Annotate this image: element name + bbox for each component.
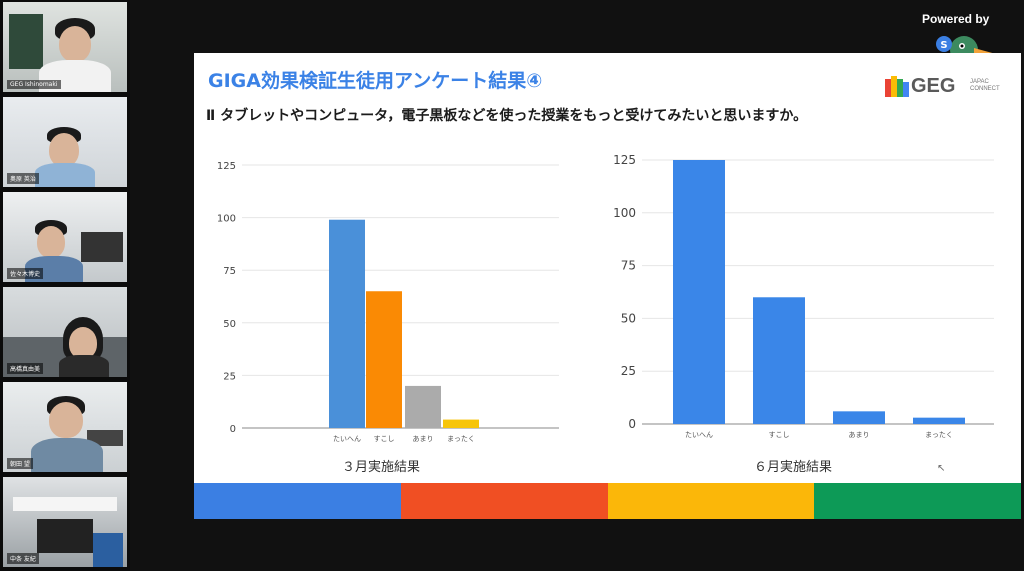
y-tick-label: 50 <box>621 311 636 325</box>
y-tick-label: 75 <box>223 266 236 277</box>
participant-sidebar: GEG Ishinomaki 奥原 英治 佐々木博史 高橋真由美 朝田 望 <box>0 0 130 571</box>
color-bar-blue <box>194 483 401 519</box>
participant-name: GEG Ishinomaki <box>7 80 61 89</box>
color-bar-green <box>814 483 1021 519</box>
participant-tile[interactable]: 佐々木博史 <box>3 192 127 282</box>
decorative-color-bar <box>194 483 1021 519</box>
chart-title-june: ６月実施結果 <box>754 460 833 475</box>
x-tick-label: たいへん <box>685 431 713 439</box>
participant-name: 朝田 望 <box>7 458 33 469</box>
participant-name: 中条 友紀 <box>7 553 39 564</box>
x-tick-label: たいへん <box>333 435 361 443</box>
y-tick-label: 0 <box>230 424 236 435</box>
bar <box>833 411 885 424</box>
bar <box>443 419 479 428</box>
participant-tile[interactable]: 中条 友紀 <box>3 477 127 567</box>
participant-tile[interactable]: 高橋真由美 <box>3 287 127 377</box>
powered-by-label: Powered by <box>922 12 990 26</box>
participant-name: 奥原 英治 <box>7 173 39 184</box>
logo-text: GEG <box>911 75 956 97</box>
color-bar-yellow <box>607 483 815 519</box>
y-tick-label: 75 <box>621 259 636 273</box>
color-bar-red <box>400 483 608 519</box>
y-tick-label: 25 <box>223 371 236 382</box>
y-tick-label: 25 <box>621 364 636 378</box>
chart-title-march: ３月実施結果 <box>342 460 421 475</box>
book-logo-icon <box>885 76 909 97</box>
x-tick-label: すこし <box>374 435 395 443</box>
x-tick-label: あまり <box>413 435 434 443</box>
bar <box>913 417 965 424</box>
svg-text:S: S <box>940 40 947 51</box>
bar <box>366 291 402 428</box>
y-tick-label: 100 <box>613 206 636 220</box>
x-tick-label: まったく <box>925 431 953 439</box>
bar <box>405 385 441 428</box>
bar <box>753 297 805 424</box>
bar <box>673 160 725 424</box>
y-tick-label: 100 <box>217 214 236 225</box>
slide-title: GIGA効果検証生徒用アンケート結果④ <box>208 70 543 92</box>
participant-tile[interactable]: GEG Ishinomaki <box>3 2 127 92</box>
y-tick-label: 125 <box>613 153 636 167</box>
participant-name: 佐々木博史 <box>7 268 44 279</box>
participant-tile[interactable]: 朝田 望 <box>3 382 127 472</box>
bar <box>329 219 365 428</box>
x-tick-label: まったく <box>447 435 475 443</box>
presentation-slide: GIGA効果検証生徒用アンケート結果④ Ⅱ タブレットやコンピュータ，電子黒板な… <box>194 53 1021 519</box>
participant-name: 高橋真由美 <box>7 363 44 374</box>
geg-logo: GEG JAPAC CONNECT <box>884 61 1014 101</box>
logo-small-text-1: JAPAC <box>970 79 989 85</box>
y-tick-label: 50 <box>223 319 236 330</box>
survey-question: Ⅱ タブレットやコンピュータ，電子黒板などを使った授業をもっと受けてみたいと思い… <box>206 108 808 124</box>
y-tick-label: 0 <box>628 417 636 431</box>
x-tick-label: あまり <box>849 431 870 439</box>
x-tick-label: すこし <box>769 431 790 439</box>
mouse-cursor-icon: ↖ <box>937 463 946 474</box>
participant-tile[interactable]: 奥原 英治 <box>3 97 127 187</box>
y-tick-label: 125 <box>217 161 236 172</box>
logo-small-text-2: CONNECT <box>970 86 1000 92</box>
